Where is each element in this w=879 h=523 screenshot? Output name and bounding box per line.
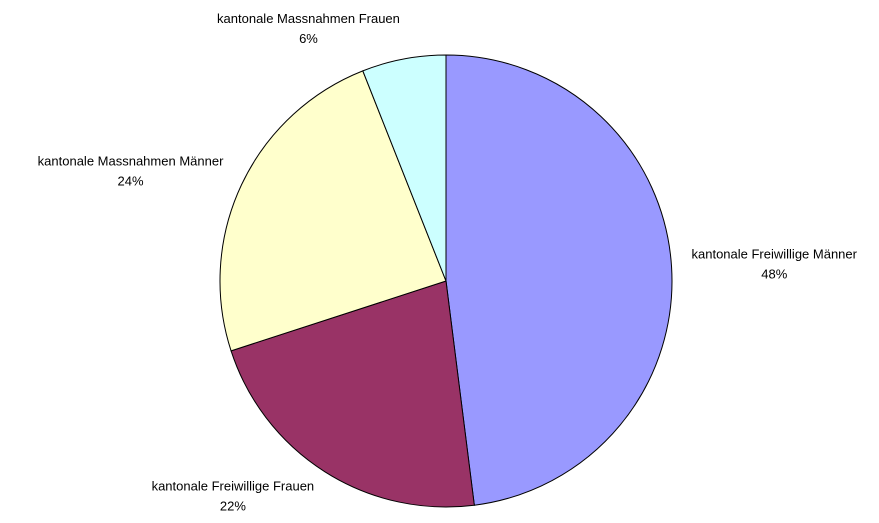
slice-label: kantonale Massnahmen Frauen: [217, 11, 400, 26]
slice-value-label: 48%: [761, 266, 787, 281]
slice-value-label: 24%: [118, 173, 144, 188]
pie-slice: [362, 54, 447, 282]
slice-value-label: 6%: [299, 31, 318, 46]
slice-label: kantonale Freiwillige Männer: [692, 246, 858, 261]
pie-slice: [445, 54, 673, 506]
pie-slice: [219, 70, 447, 352]
slice-value-label: 22%: [220, 499, 246, 514]
slice-label: kantonale Freiwillige Frauen: [152, 479, 315, 494]
slice-label: kantonale Massnahmen Männer: [38, 153, 224, 168]
pie-slice: [230, 280, 475, 508]
